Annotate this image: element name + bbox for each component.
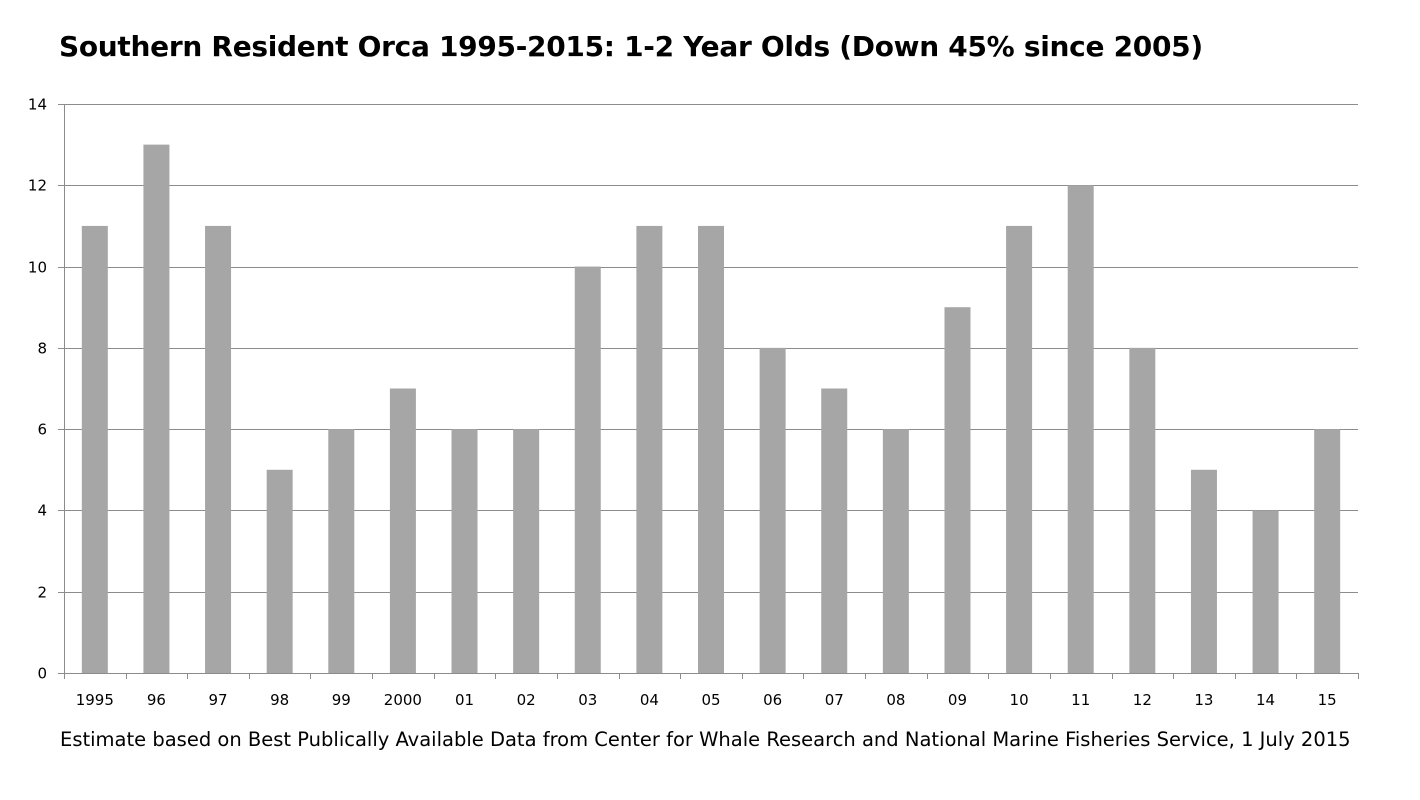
bar-01	[451, 429, 478, 673]
bar-11	[1067, 185, 1094, 674]
x-tick-label: 10	[1010, 691, 1029, 709]
bar-04	[636, 225, 663, 673]
x-tick-label: 11	[1071, 691, 1090, 709]
axes	[58, 104, 1359, 679]
y-tick-label: 10	[28, 259, 47, 277]
bar-13	[1190, 469, 1217, 673]
y-tick-label: 0	[37, 665, 47, 683]
y-tick-label: 2	[37, 584, 47, 602]
bar-07	[821, 388, 848, 673]
x-tick-label: 14	[1256, 691, 1275, 709]
bar-02	[513, 429, 540, 673]
bar-2000	[389, 388, 416, 673]
bar-09	[944, 307, 971, 673]
bar-1995	[81, 225, 108, 673]
x-tick-label: 97	[209, 691, 228, 709]
source-note: Estimate based on Best Publically Availa…	[60, 728, 1351, 751]
x-tick-label: 01	[455, 691, 474, 709]
x-tick-label: 12	[1133, 691, 1152, 709]
x-tick-label: 04	[640, 691, 659, 709]
x-tick-label: 98	[270, 691, 289, 709]
y-axis-tick-labels: 0 2 4 6 8 10 12 14	[28, 96, 47, 683]
y-tick-label: 14	[28, 96, 47, 114]
x-tick-label: 08	[886, 691, 905, 709]
x-tick-label: 02	[517, 691, 536, 709]
x-tick-label: 1995	[76, 691, 114, 709]
y-tick-label: 4	[37, 502, 47, 520]
x-axis-tick-labels: 1995 96 97 98 99 2000 01 02 03 04 05 06 07 08 09 10 11 12…	[76, 691, 1337, 709]
x-tick-label: 06	[763, 691, 782, 709]
x-tick-label: 96	[147, 691, 166, 709]
x-tick-label: 99	[332, 691, 351, 709]
y-tick-label: 8	[37, 340, 47, 358]
bar-97	[205, 225, 232, 673]
bar-08	[882, 429, 909, 673]
bar-99	[328, 429, 355, 673]
bar-06	[759, 347, 786, 673]
bar-05	[698, 225, 724, 673]
x-tick-label: 09	[948, 691, 967, 709]
bar-96	[143, 144, 170, 673]
y-tick-label: 6	[37, 421, 47, 439]
chart-title: Southern Resident Orca 1995-2015: 1-2 Ye…	[59, 30, 1203, 63]
x-tick-label: 03	[578, 691, 597, 709]
y-tick-label: 12	[28, 177, 47, 195]
x-tick-label: 07	[825, 691, 844, 709]
x-tick-label: 15	[1318, 691, 1337, 709]
bar-12	[1129, 347, 1156, 673]
x-tick-label: 13	[1194, 691, 1213, 709]
x-tick-label: 05	[701, 691, 720, 709]
bar-10	[1006, 225, 1033, 673]
bar-15	[1314, 429, 1341, 673]
bar-14	[1252, 510, 1279, 673]
bar-03	[574, 266, 601, 673]
bar-98	[266, 469, 293, 673]
x-tick-label: 2000	[384, 691, 422, 709]
bars	[81, 144, 1341, 674]
